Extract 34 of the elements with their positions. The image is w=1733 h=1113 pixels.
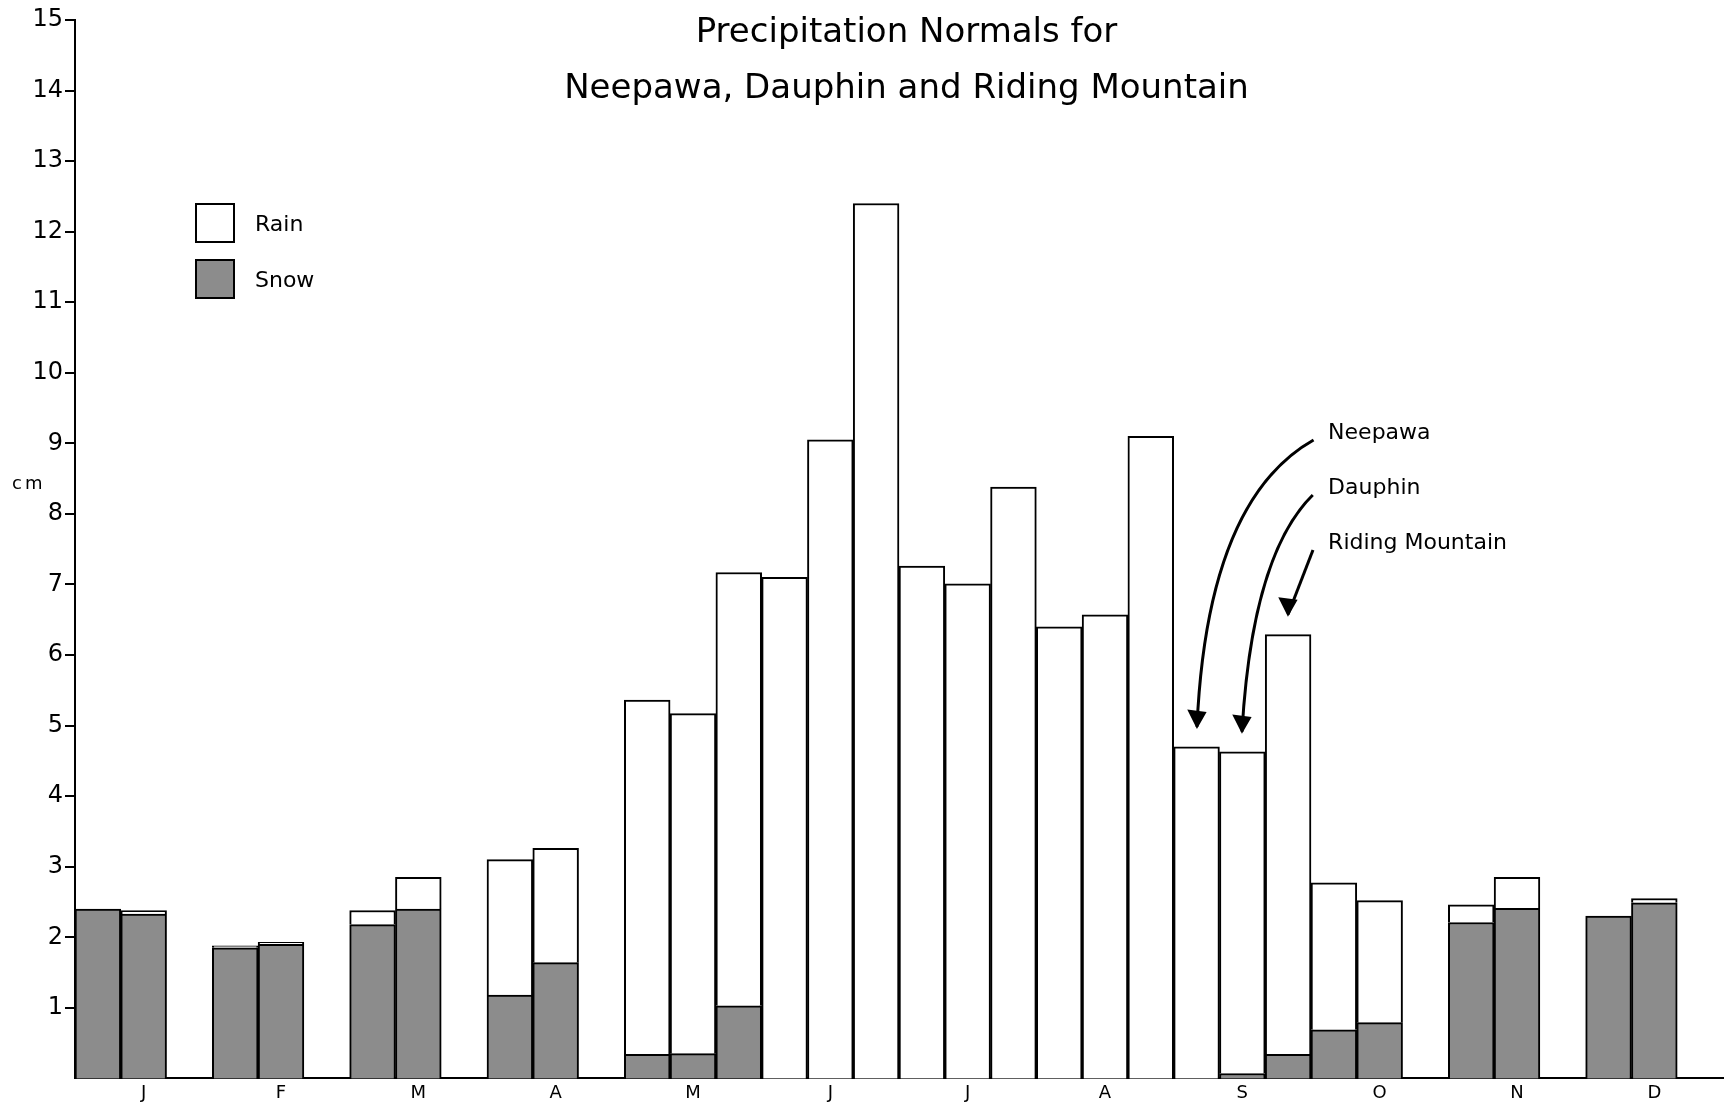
- annotation: Riding Mountain: [1328, 529, 1507, 554]
- x-tick-label: A: [1098, 1080, 1112, 1102]
- x-tick-label: S: [1236, 1080, 1249, 1102]
- x-tick-label: M: [685, 1080, 701, 1102]
- x-tick-label: J: [826, 1080, 833, 1102]
- y-tick-label: 3: [47, 850, 63, 879]
- y-tick-label: 7: [47, 568, 63, 597]
- x-tick-label: N: [1510, 1080, 1524, 1102]
- y-tick-label: 11: [32, 286, 63, 315]
- x-tick-label: D: [1647, 1080, 1662, 1102]
- x-tick-label: F: [275, 1080, 287, 1102]
- y-tick-label: 13: [32, 145, 63, 174]
- annotation: Neepawa: [1328, 419, 1431, 444]
- y-tick-label: 2: [47, 921, 63, 950]
- y-tick-label: 1: [47, 992, 63, 1021]
- y-tick-label: 8: [47, 498, 63, 527]
- y-tick-label: 15: [32, 4, 63, 33]
- x-tick-label: J: [140, 1080, 147, 1102]
- x-tick-label: M: [410, 1080, 427, 1102]
- x-tick-label: O: [1372, 1080, 1387, 1102]
- text: Precipitation Normals for Neepawa, Dauphin and Riding Mountain: [563, 9, 1250, 108]
- annotation: Dauphin: [1328, 474, 1421, 499]
- y-tick-label: 12: [32, 215, 63, 244]
- legend-label: Rain: [255, 210, 304, 236]
- y-tick-label: 4: [47, 780, 63, 809]
- y-tick-label: 6: [47, 639, 63, 668]
- y-tick-label: 10: [32, 357, 63, 386]
- y-tick-label: 9: [47, 427, 63, 456]
- x-tick-label: J: [964, 1080, 971, 1102]
- x-tick-label: A: [549, 1080, 563, 1102]
- y-tick-label: 14: [32, 74, 63, 103]
- y-tick-label: 5: [47, 709, 63, 738]
- y-axis-title: cm: [12, 472, 46, 493]
- legend-label: Snow: [255, 266, 315, 292]
